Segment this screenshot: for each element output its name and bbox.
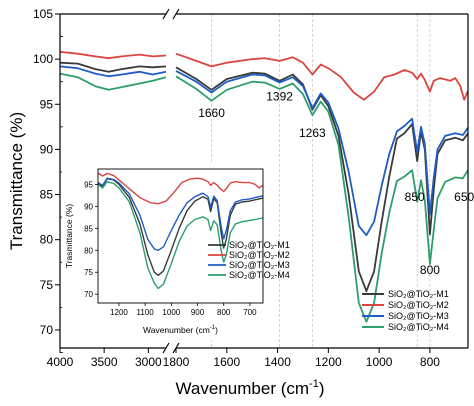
inset-frame [97, 168, 264, 304]
y-tick-label-90: 90 [40, 142, 54, 156]
inset-series-line-2 [98, 172, 263, 205]
inset-series-line-3 [98, 177, 263, 251]
series-line-3 [60, 65, 468, 237]
peak-label-650: 650 [454, 190, 474, 204]
inset-x-tick-label-700: 700 [243, 308, 257, 317]
inset-y-tick-label-90: 90 [84, 202, 93, 211]
inset-legend-label-3: SiO₂@TiO₂-M3 [229, 260, 290, 270]
inset-x-axis-title: Wavenumber (cm-1) [143, 325, 218, 335]
y-tick-label-70: 70 [40, 323, 54, 337]
inset-y-tick-label-95: 95 [84, 180, 93, 189]
inset-x-tick-label-900: 900 [191, 308, 205, 317]
x-tick-label-4000: 4000 [47, 355, 74, 369]
legend-label-2: SiO₂@TiO₂-M2 [388, 300, 449, 310]
x-tick-label-1800: 1800 [163, 355, 190, 369]
inset-x-tick-label-1100: 1100 [137, 308, 155, 317]
series-line-4 [60, 72, 468, 323]
inset-legend-label-2: SiO₂@TiO₂-M2 [229, 250, 290, 260]
inset-y-tick-label-70: 70 [84, 290, 93, 299]
series-line-2 [60, 51, 468, 101]
inset-background [62, 164, 268, 340]
x-tick-label-1200: 1200 [315, 355, 342, 369]
inset-series-group [98, 172, 263, 290]
peak-label-1263: 1263 [299, 126, 326, 140]
inset-series-line-4 [98, 181, 263, 290]
y-tick-label-95: 95 [40, 97, 54, 111]
x-tick-label-1000: 1000 [366, 355, 393, 369]
inset-x-tick-label-800: 800 [217, 308, 231, 317]
y-axis-title: Transmittance (%) [7, 112, 26, 250]
peak-label-1660: 1660 [198, 106, 225, 120]
inset-x-tick-label-1000: 1000 [162, 308, 180, 317]
main-plot: 70 75 80 85 90 95 100 105 4000 3500 3000 1800 1600 14… [7, 7, 474, 398]
axis-break-mark-1 [162, 342, 170, 354]
inset-y-axis-title: Trasmittance (%) [64, 204, 74, 269]
legend-label-4: SiO₂@TiO₂-M4 [388, 322, 449, 332]
peak-label-1392: 1392 [266, 90, 293, 104]
series-line-1 [60, 61, 468, 292]
x-tick-label-3500: 3500 [91, 355, 118, 369]
x-axis-title: Wavenumber (cm-1) [176, 378, 325, 398]
y-tick-label-75: 75 [40, 278, 54, 292]
inset-y-tick-label-85: 85 [84, 224, 93, 233]
y-tick-label-100: 100 [33, 52, 53, 66]
x-tick-label-800: 800 [420, 355, 440, 369]
inset-legend-label-4: SiO₂@TiO₂-M4 [229, 270, 290, 280]
inset-x-tick-label-1200: 1200 [110, 308, 128, 317]
x-tick-label-3000: 3000 [135, 355, 162, 369]
series-group [60, 51, 468, 323]
axis-break-mark-4 [172, 8, 180, 20]
peak-label-800: 800 [420, 263, 440, 277]
axis-break-mark-3 [162, 8, 170, 20]
y-tick-label-80: 80 [40, 233, 54, 247]
y-tick-label-85: 85 [40, 188, 54, 202]
legend-label-1: SiO₂@TiO₂-M1 [388, 289, 449, 299]
x-tick-label-1600: 1600 [213, 355, 240, 369]
y-tick-label-105: 105 [33, 7, 53, 21]
inset-y-tick-label-75: 75 [84, 268, 93, 277]
inset-plot: 70 75 80 85 90 95 1200 1100 1000 900 800 700 Wavenum… [62, 164, 290, 340]
x-tick-label-1400: 1400 [264, 355, 291, 369]
inset-y-tick-label-80: 80 [84, 246, 93, 255]
inset-legend-label-1: SiO₂@TiO₂-M1 [229, 240, 290, 250]
legend-label-3: SiO₂@TiO₂-M3 [388, 311, 449, 321]
inset-series-line-1 [98, 178, 263, 276]
peak-label-850: 850 [405, 190, 425, 204]
